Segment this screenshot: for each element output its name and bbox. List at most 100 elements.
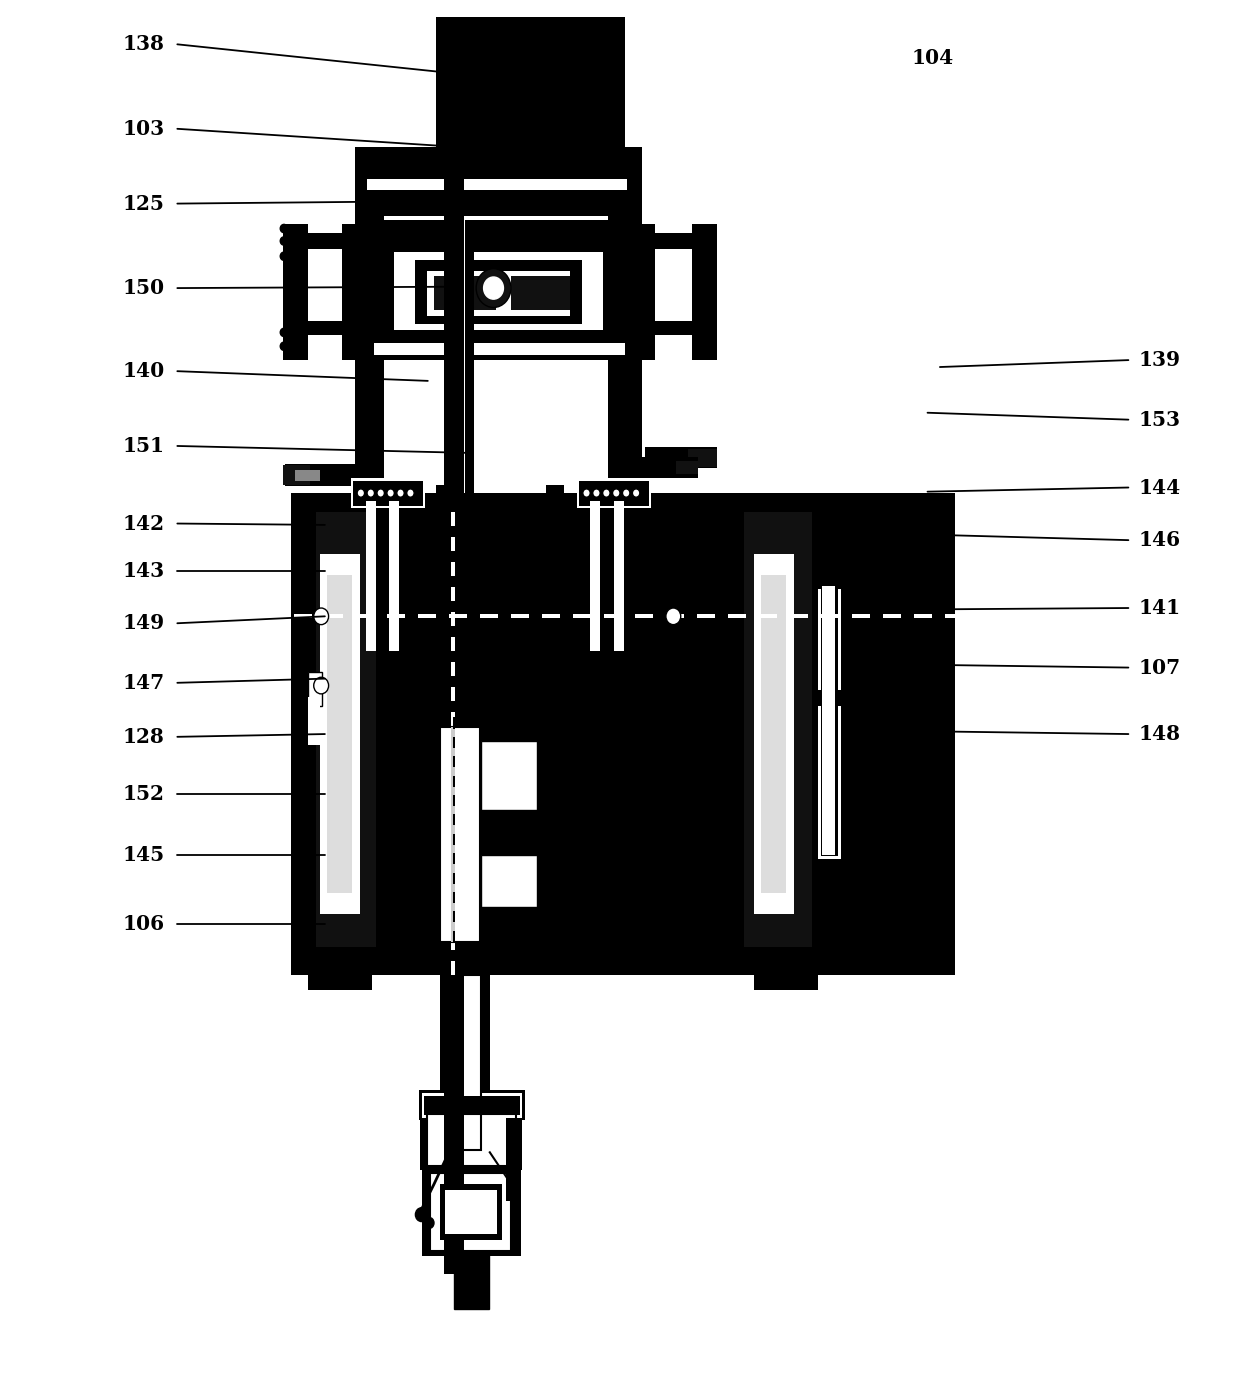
Circle shape (593, 489, 600, 497)
Text: 151: 151 (123, 436, 165, 456)
Circle shape (314, 608, 329, 625)
Bar (666, 614, 684, 618)
Bar (446, 975, 481, 1150)
Bar (370, 338, 630, 360)
Bar (436, 485, 455, 540)
Bar (451, 737, 455, 751)
Bar (451, 637, 455, 651)
Text: 142: 142 (123, 514, 165, 533)
Bar (453, 776, 455, 787)
Bar (283, 224, 308, 360)
Bar (367, 179, 627, 190)
Bar (453, 834, 455, 845)
Bar (453, 853, 455, 864)
Bar (454, 1080, 456, 1091)
Text: 125: 125 (123, 194, 165, 213)
Bar (422, 1093, 522, 1118)
Bar (308, 965, 372, 990)
Bar (291, 493, 955, 510)
Bar (481, 855, 537, 907)
Bar (816, 690, 903, 706)
Text: 139: 139 (1138, 350, 1180, 370)
Bar (453, 873, 455, 884)
Circle shape (603, 489, 610, 497)
Bar (440, 727, 480, 942)
Bar (355, 147, 642, 216)
Text: 148: 148 (1138, 724, 1180, 744)
Bar (308, 697, 320, 745)
Bar (440, 975, 490, 1150)
Text: 143: 143 (123, 561, 165, 580)
Bar (295, 470, 320, 481)
Bar (630, 233, 717, 249)
Bar (454, 1253, 489, 1309)
Bar (454, 1138, 456, 1150)
Bar (728, 614, 746, 618)
Text: 103: 103 (123, 119, 165, 138)
Bar (308, 672, 322, 706)
Bar (630, 457, 698, 478)
Bar (744, 512, 812, 956)
Bar (511, 276, 570, 310)
Bar (355, 216, 379, 489)
Bar (374, 343, 625, 355)
Bar (353, 481, 423, 506)
Bar (453, 911, 455, 922)
Bar (430, 1173, 511, 1251)
Bar (451, 837, 455, 850)
Bar (604, 614, 622, 618)
Text: 106: 106 (123, 914, 165, 933)
Bar (285, 464, 357, 486)
Bar (308, 672, 322, 706)
Bar (630, 224, 655, 360)
Text: 128: 128 (123, 727, 165, 747)
Bar (436, 17, 625, 148)
Bar (818, 582, 841, 859)
Bar (688, 449, 717, 467)
Text: 147: 147 (123, 673, 165, 692)
Bar (422, 1166, 521, 1256)
Circle shape (361, 328, 368, 337)
Bar (945, 614, 963, 618)
Circle shape (666, 608, 681, 625)
Circle shape (415, 1208, 428, 1222)
Bar (451, 936, 455, 950)
Bar (883, 614, 901, 618)
Circle shape (280, 237, 288, 245)
Text: 144: 144 (1138, 478, 1180, 497)
Bar (511, 614, 529, 618)
Bar (542, 614, 560, 618)
Bar (453, 220, 465, 670)
Text: 146: 146 (1138, 530, 1180, 550)
Bar (454, 1100, 456, 1111)
Circle shape (314, 677, 329, 694)
Text: 140: 140 (123, 361, 165, 381)
Circle shape (622, 489, 630, 497)
Bar (481, 741, 537, 810)
Bar (366, 501, 376, 651)
Bar (453, 814, 455, 825)
Bar (356, 614, 374, 618)
Bar (697, 614, 715, 618)
Bar (434, 276, 496, 310)
Bar (759, 614, 777, 618)
Bar (822, 586, 835, 855)
Bar (283, 321, 367, 335)
Bar (754, 554, 794, 914)
Bar (379, 238, 621, 338)
Bar (453, 795, 455, 806)
Bar (573, 614, 591, 618)
Bar (451, 712, 455, 726)
Circle shape (280, 252, 288, 260)
Bar (449, 614, 467, 618)
Circle shape (280, 224, 288, 233)
Bar (630, 321, 717, 335)
Bar (424, 1096, 520, 1115)
Bar (387, 614, 405, 618)
Bar (451, 961, 455, 975)
Bar (308, 512, 376, 956)
Bar (454, 1042, 456, 1053)
Bar (451, 662, 455, 676)
Bar (446, 220, 474, 670)
Bar (454, 1061, 456, 1072)
